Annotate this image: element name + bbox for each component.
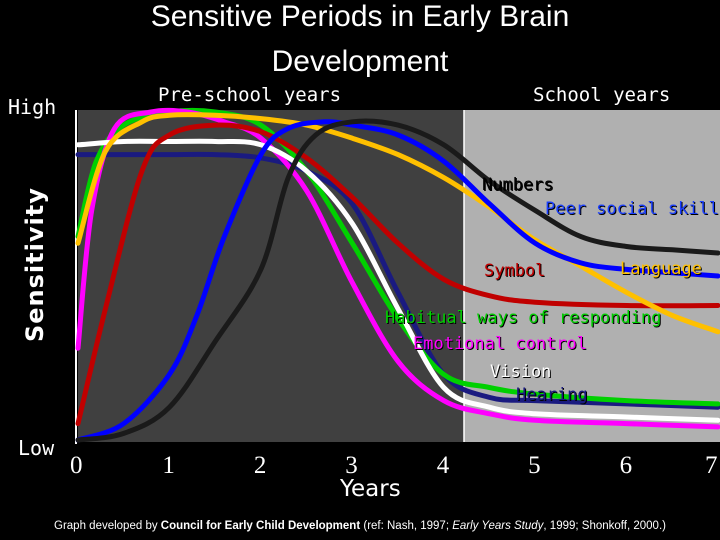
x-tick-label-2: 2 (253, 452, 267, 479)
school-region (464, 110, 720, 442)
series-label-emotional-control: Emotional control (413, 334, 587, 354)
chart-title-line-2: Development (271, 45, 449, 78)
footer-refs-end: , 1999; Shonkoff, 2000.) (543, 520, 666, 532)
series-line-numbers (75, 118, 720, 443)
x-tick-label-4: 4 (436, 452, 450, 479)
preschool-years-label: Pre-school years (158, 84, 342, 106)
series-label-vision: Vision (490, 362, 552, 382)
series-label-numbers: Numbers (482, 175, 554, 195)
chart-title: Sensitive Periods in Early Brain Develop… (0, 0, 720, 84)
x-tick-label-0: 0 (70, 452, 83, 479)
footer-refs-start: (ref: Nash, 1997; (360, 520, 453, 532)
x-tick-label-3: 3 (345, 452, 358, 479)
x-tick-label-6: 6 (619, 452, 633, 479)
x-axis-label: Years (340, 476, 401, 502)
series-line-symbol (75, 122, 720, 427)
footer-org: Council for Early Child Development (160, 520, 361, 532)
y-axis-low-label: Low (18, 436, 55, 460)
series-label-symbol: Symbol (484, 261, 546, 281)
series-label-language: Language (620, 259, 702, 279)
series-line-hearing (75, 107, 720, 407)
x-tick-label-1: 1 (162, 452, 175, 479)
footer-prefix: Graph developed by (54, 520, 161, 532)
x-tick-label-5: 5 (528, 452, 541, 479)
chart-title-line-1: Sensitive Periods in Early Brain (150, 0, 570, 33)
x-tick-label-7: 7 (705, 452, 718, 479)
series-label-habitual: Habitual ways of responding (385, 308, 662, 328)
footer-credit: Graph developed by Council for Early Chi… (0, 520, 720, 532)
series-line-emotional-control (75, 107, 720, 430)
series-label-hearing: Hearing (516, 385, 588, 405)
y-axis-high-label: High (8, 95, 57, 119)
series-line-language (75, 112, 720, 335)
series-label-peer-social-skills: Peer social skills (545, 199, 720, 219)
school-years-label: School years (533, 84, 671, 106)
series-line-vision (75, 151, 720, 410)
series-line-habitual-ways-of-responding (75, 138, 720, 423)
footer-book: Early Years Study (452, 520, 544, 532)
